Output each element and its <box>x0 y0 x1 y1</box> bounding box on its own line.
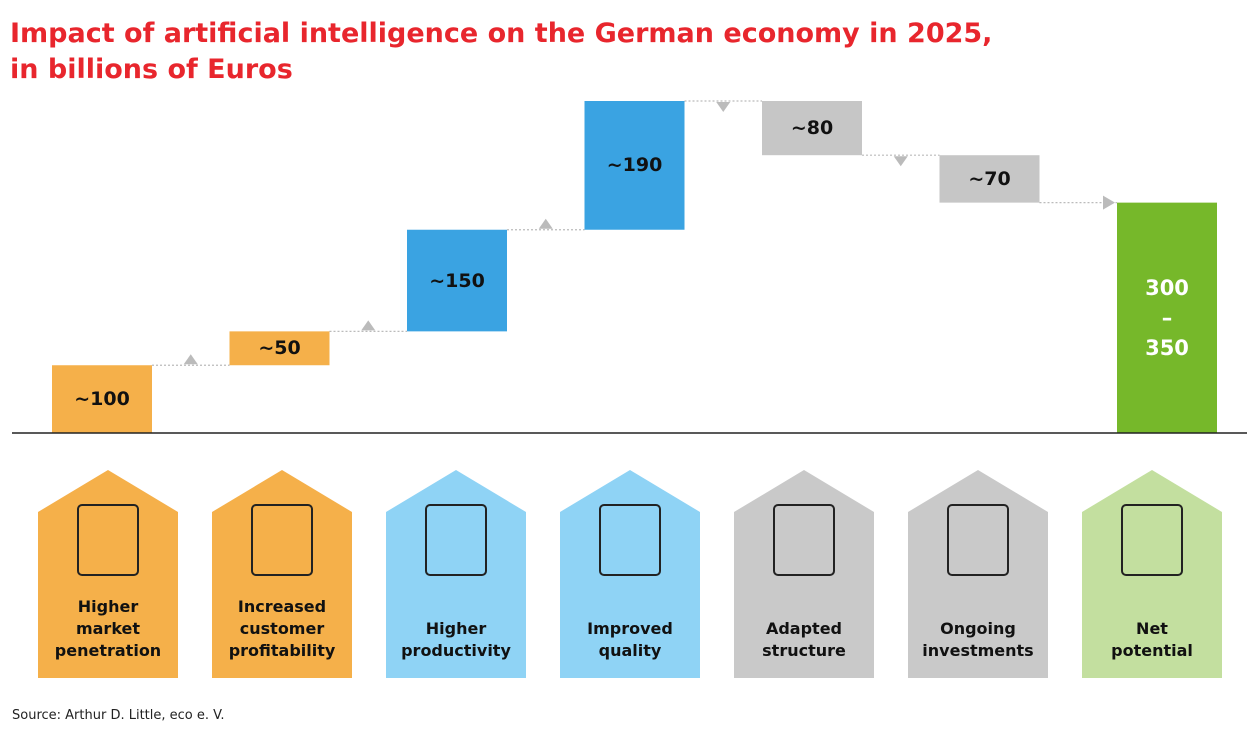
category-label: Adapted structure <box>762 619 846 660</box>
category-icon <box>599 504 661 576</box>
source: Source: Arthur D. Little, eco e. V. <box>12 708 225 723</box>
category-icon <box>77 504 139 576</box>
category-label: Net potential <box>1111 619 1193 660</box>
value-label: ~80 <box>790 117 834 140</box>
connector-arrow <box>183 354 198 365</box>
value-label: 300 – 350 <box>1145 275 1189 360</box>
category-label: Higher market penetration <box>54 597 162 660</box>
connector-arrow <box>716 102 731 112</box>
category-label: Ongoing investments <box>922 619 1034 660</box>
connector-arrow <box>1103 195 1115 210</box>
connector-arrow <box>361 320 376 331</box>
category-label: Increased customer profitability <box>228 597 336 660</box>
bar <box>407 229 507 332</box>
bar <box>1117 202 1217 433</box>
chart-title: Impact of artificial intelligence on the… <box>10 18 993 85</box>
category-label: Improved quality <box>587 619 673 660</box>
bar <box>762 101 862 156</box>
bar <box>939 155 1040 203</box>
category-icon <box>947 504 1009 576</box>
category-icon <box>773 504 835 576</box>
connector-arrow <box>538 218 553 229</box>
value-label: ~150 <box>429 269 485 292</box>
value-label: ~190 <box>606 154 663 177</box>
connector-arrow <box>893 156 908 167</box>
bar <box>52 365 152 433</box>
value-label: ~100 <box>74 388 130 411</box>
category-icon <box>251 504 313 576</box>
category-icon <box>425 504 487 576</box>
category-icon <box>1121 504 1183 576</box>
bar <box>584 101 685 230</box>
value-label: ~50 <box>258 337 301 360</box>
bar <box>229 331 330 366</box>
value-label: ~70 <box>968 167 1011 190</box>
category-label: Higher productivity <box>401 619 511 660</box>
